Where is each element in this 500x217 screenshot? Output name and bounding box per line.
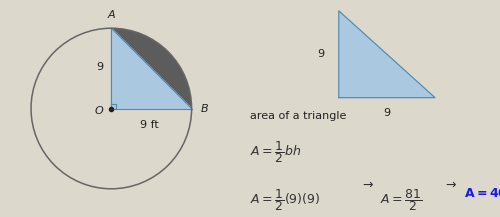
Text: area of a triangle: area of a triangle [250, 111, 347, 121]
Text: 9: 9 [384, 108, 390, 118]
Polygon shape [112, 28, 192, 108]
Text: $\bf{A = 40.5}$: $\bf{A = 40.5}$ [464, 187, 500, 200]
Text: 9 ft: 9 ft [140, 120, 159, 130]
Text: 9: 9 [96, 62, 103, 72]
Text: O: O [95, 106, 104, 116]
Text: B: B [200, 104, 208, 113]
Text: $A = \dfrac{1}{2}(9)(9)$: $A = \dfrac{1}{2}(9)(9)$ [250, 187, 321, 212]
Polygon shape [339, 11, 435, 98]
Text: 9: 9 [317, 49, 324, 59]
Text: $A = \dfrac{81}{2}$: $A = \dfrac{81}{2}$ [380, 187, 423, 212]
Text: A: A [108, 10, 115, 20]
Wedge shape [112, 28, 192, 108]
Text: $\rightarrow$: $\rightarrow$ [443, 178, 457, 191]
Text: $A = \dfrac{1}{2}bh$: $A = \dfrac{1}{2}bh$ [250, 139, 302, 165]
Text: $\rightarrow$: $\rightarrow$ [360, 178, 374, 191]
